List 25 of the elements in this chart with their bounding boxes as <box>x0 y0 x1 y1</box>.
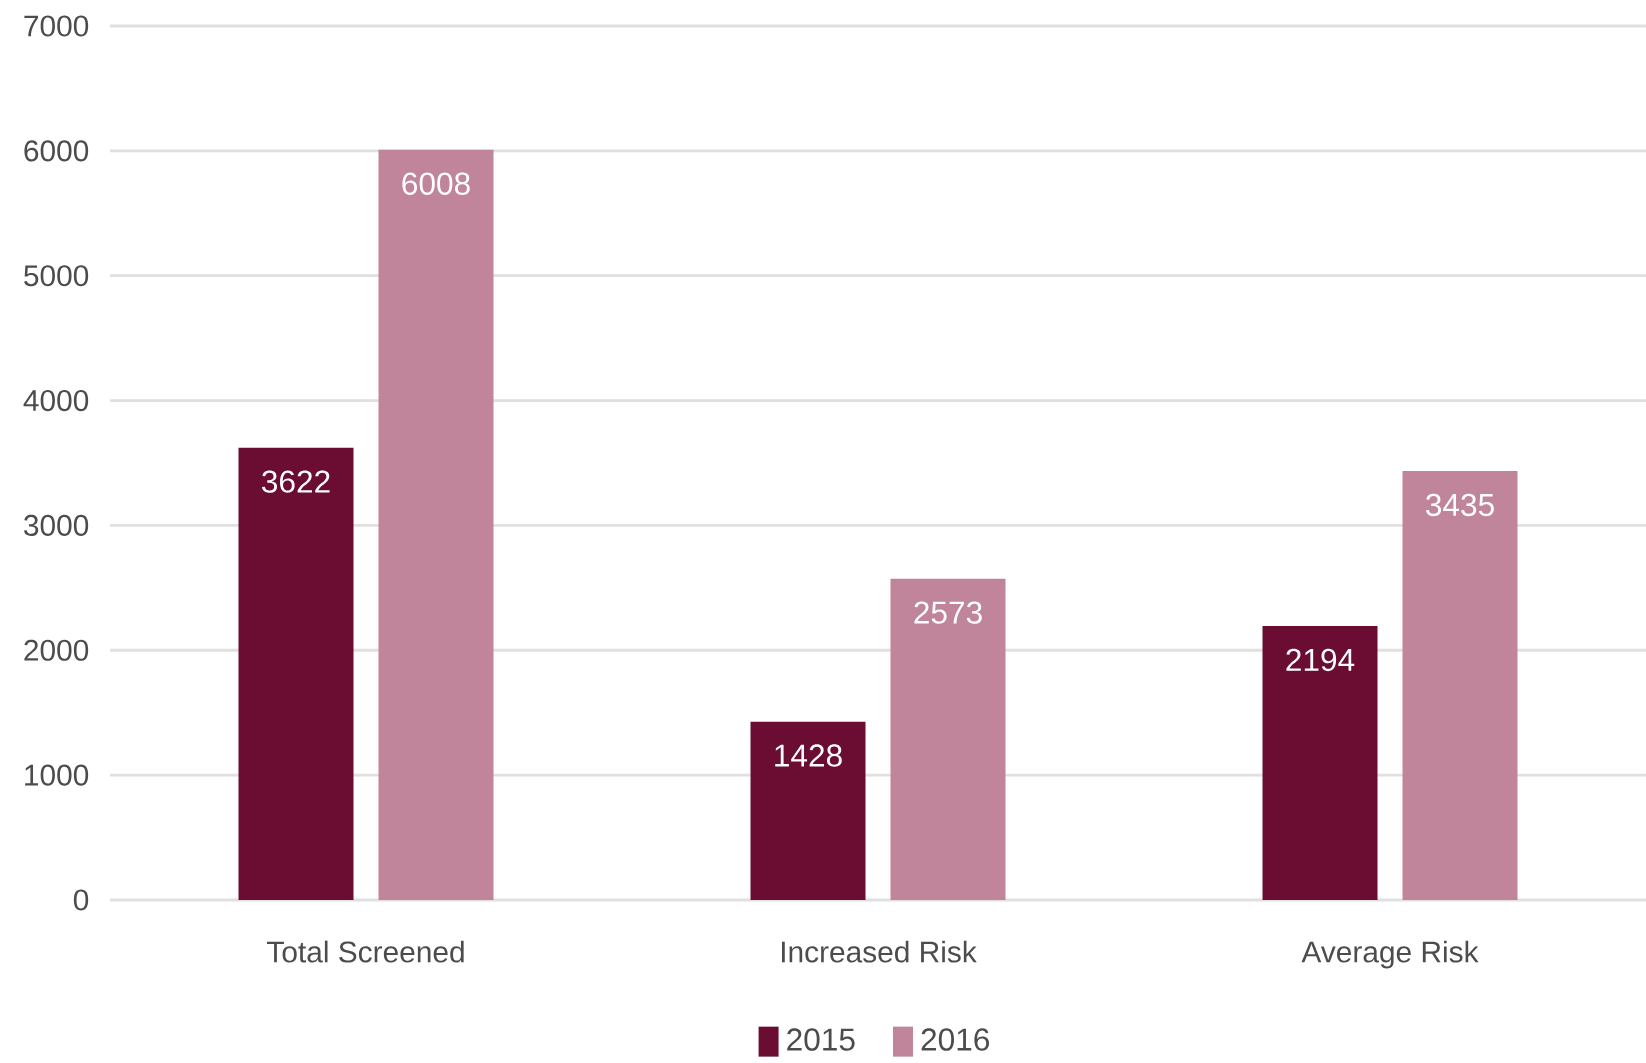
data-label: 3435 <box>1426 493 1494 517</box>
legend-label: 2015 <box>787 1028 855 1051</box>
y-tick-label: 7000 <box>24 15 89 37</box>
y-tick-label: 5000 <box>24 265 89 287</box>
bar <box>750 721 866 900</box>
data-label: 1428 <box>775 744 842 767</box>
x-tick-label: Total Screened <box>267 940 464 963</box>
data-label: 3622 <box>262 470 330 493</box>
legend-label: 2016 <box>921 1028 989 1051</box>
y-tick-label: 1000 <box>25 764 89 786</box>
y-tick-label: 2000 <box>24 639 89 661</box>
y-tick-label: 0 <box>73 889 89 911</box>
data-label: 2573 <box>914 601 982 624</box>
data-label: 6008 <box>402 172 470 195</box>
bar <box>1402 471 1518 900</box>
bar <box>378 149 494 900</box>
y-tick-label: 4000 <box>23 390 89 412</box>
y-tick-label: 3000 <box>24 514 89 536</box>
bar <box>890 578 1006 900</box>
data-label: 2194 <box>1286 648 1355 672</box>
bar <box>238 447 354 900</box>
bar <box>1262 626 1378 900</box>
x-tick-label: Average Risk <box>1301 940 1479 969</box>
y-tick-label: 6000 <box>24 140 89 162</box>
x-tick-label: Increased Risk <box>781 940 977 963</box>
